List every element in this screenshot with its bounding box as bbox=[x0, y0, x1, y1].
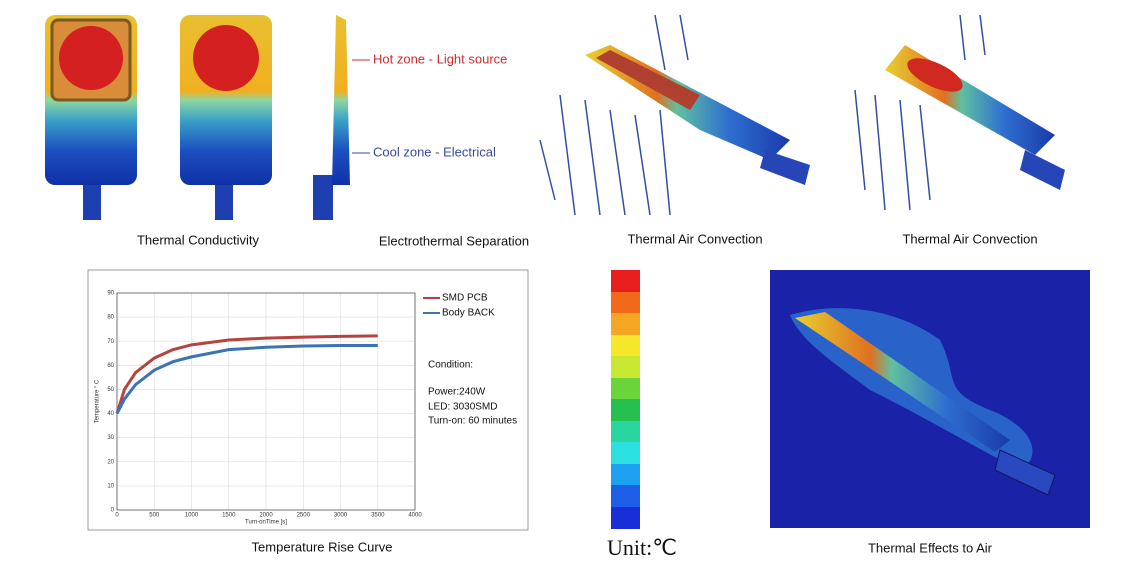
series-line bbox=[115, 344, 378, 415]
x-tick-label: 500 bbox=[149, 513, 160, 519]
annotation-hot: Hot zone - Light source bbox=[373, 51, 507, 66]
condition-note: LED: 3030SMD bbox=[428, 402, 497, 413]
legend-label: SMD PCB bbox=[442, 293, 488, 304]
thermal-conductivity-image bbox=[45, 15, 137, 220]
caption: Thermal Air Convection bbox=[627, 231, 762, 246]
x-tick-label: 2000 bbox=[259, 513, 273, 519]
chart-frame bbox=[87, 269, 529, 531]
plot-frame bbox=[116, 292, 416, 511]
air-effects-image bbox=[770, 270, 1090, 528]
caption: Electrothermal Separation bbox=[379, 233, 529, 248]
x-tick-label: 2500 bbox=[297, 513, 311, 519]
x-tick-label: 1000 bbox=[185, 513, 199, 519]
electrothermal-image bbox=[180, 15, 272, 220]
chart: 0 10 20 30 40 50 60 70 80 90 0 500 1000 1500 2000 2500 3… bbox=[95, 291, 518, 526]
y-tick-label: 80 bbox=[107, 315, 114, 321]
air-convection-image bbox=[854, 14, 1065, 211]
x-tick-label: 3000 bbox=[334, 513, 348, 519]
caption: Temperature Rise Curve bbox=[252, 539, 393, 554]
side-profile-image bbox=[313, 15, 350, 220]
annotation-cool: Cool zone - Electrical bbox=[373, 144, 496, 159]
y-tick-label: 90 bbox=[107, 291, 114, 297]
y-axis-label: Temperature ° C bbox=[95, 379, 101, 423]
y-tick-label: 70 bbox=[107, 339, 114, 345]
x-tick-label: 3500 bbox=[371, 513, 385, 519]
y-tick-label: 40 bbox=[107, 411, 114, 417]
condition-note: Condition: bbox=[428, 360, 473, 371]
caption: Thermal Conductivity bbox=[137, 232, 260, 247]
x-tick-label: 1500 bbox=[222, 513, 236, 519]
x-axis-label: Turn-onTime [s] bbox=[245, 520, 287, 526]
y-tick-label: 10 bbox=[107, 483, 114, 489]
condition-note: Turn-on: 60 minutes bbox=[428, 416, 517, 427]
caption: Thermal Air Convection bbox=[902, 231, 1037, 246]
unit-label: Unit:℃ bbox=[607, 535, 677, 560]
series-line bbox=[115, 334, 378, 414]
y-tick-label: 30 bbox=[107, 435, 114, 441]
y-tick-label: 60 bbox=[107, 363, 114, 369]
condition-note: Power:240W bbox=[428, 387, 486, 398]
x-tick-label: 4000 bbox=[408, 513, 422, 519]
caption: Thermal Effects to Air bbox=[868, 540, 993, 555]
air-convection-image bbox=[539, 14, 810, 216]
x-tick-label: 0 bbox=[115, 513, 119, 519]
y-tick-label: 0 bbox=[111, 508, 115, 514]
legend-label: Body BACK bbox=[442, 308, 495, 319]
y-tick-label: 20 bbox=[107, 459, 114, 465]
color-scale bbox=[611, 270, 640, 529]
y-tick-label: 50 bbox=[107, 387, 114, 393]
